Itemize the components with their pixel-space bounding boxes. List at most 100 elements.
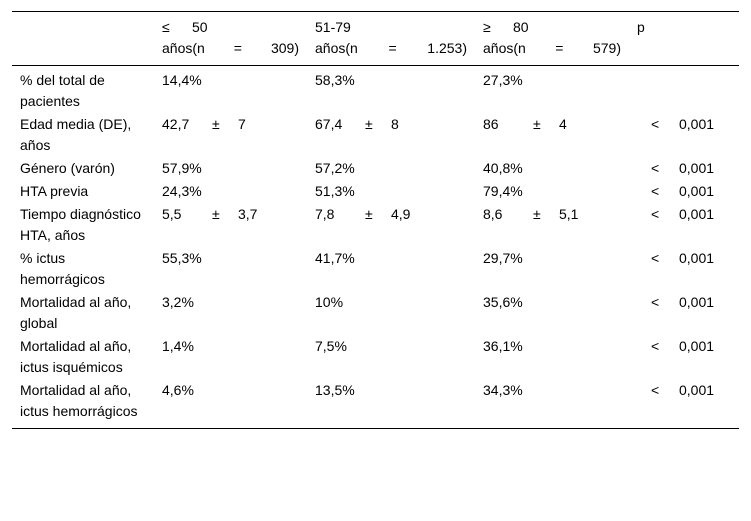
value-cell: 79,4%	[483, 183, 523, 199]
header-text: 579)	[592, 40, 621, 56]
header-text: 1.253)	[427, 40, 467, 56]
value-cell: 57,9%	[162, 160, 202, 176]
value-cell: 3,2%	[162, 294, 194, 310]
data-table: ≤ 50 años(n = 309) 51-79 años(n = 1.253)	[12, 11, 739, 429]
p-value-cell: <0,001	[629, 157, 739, 180]
less-than-sign: <	[651, 183, 660, 199]
row-label: % ictus hemorrágicos	[20, 250, 105, 287]
table-row: Mortalidad al año, global 3,2% 10% 35,6% <0,…	[12, 291, 739, 335]
p-value-text: 0,001	[679, 116, 715, 132]
p-value-cell: <0,001	[629, 180, 739, 203]
header-text: años(n	[162, 40, 205, 56]
less-than-sign: <	[651, 250, 660, 266]
value-cell: 35,6%	[483, 294, 523, 310]
header-cell-age-le-50: ≤ 50 años(n = 309)	[154, 12, 307, 66]
value-cell: 41,7%	[315, 250, 355, 266]
table-row: Mortalidad al año, ictus isquémicos 1,4% 7…	[12, 335, 739, 379]
header-text: 50	[192, 19, 208, 35]
plus-minus-sign: ±	[533, 116, 541, 132]
value-cell: 4,6%	[162, 382, 194, 398]
p-value-cell	[629, 66, 739, 114]
plus-minus-sign: ±	[365, 116, 373, 132]
header-text: =	[233, 40, 242, 56]
value-cell: 27,3%	[483, 72, 523, 88]
table-row: Tiempo diagnóstico HTA, años 5,5 ±3,7 7,8 ±4…	[12, 203, 739, 247]
value-text: 8,6	[483, 206, 503, 222]
p-value-text: 0,001	[679, 338, 715, 354]
header-text: años(n	[315, 40, 358, 56]
value-text: 4,9	[391, 206, 411, 222]
value-text: 67,4	[315, 116, 343, 132]
p-value-text: 0,001	[679, 160, 715, 176]
value-cell: 10%	[315, 294, 344, 310]
value-cell: 24,3%	[162, 183, 202, 199]
table-row: % ictus hemorrágicos 55,3% 41,7% 29,7% <0,00…	[12, 247, 739, 291]
value-text: 5,1	[559, 206, 579, 222]
value-cell: 36,1%	[483, 338, 523, 354]
row-label: Mortalidad al año, global	[20, 294, 132, 331]
table-row: HTA previa 24,3% 51,3% 79,4% <0,001	[12, 180, 739, 203]
less-than-sign: <	[651, 338, 660, 354]
plus-minus-sign: ±	[212, 206, 220, 222]
header-cell-label	[12, 12, 154, 66]
value-text: 7	[238, 116, 246, 132]
p-value-cell: <0,001	[629, 247, 739, 291]
p-value-text: 0,001	[679, 294, 715, 310]
header-text: 309)	[270, 40, 299, 56]
table-row: % del total de pacientes 14,4% 58,3% 27,3%	[12, 66, 739, 114]
header-cell-age-ge-80: ≥ 80 años(n = 579)	[475, 12, 629, 66]
less-than-sign: <	[651, 160, 660, 176]
value-cell: 55,3%	[162, 250, 202, 266]
value-cell: 51,3%	[315, 183, 355, 199]
value-cell: 40,8%	[483, 160, 523, 176]
value-cell: 58,3%	[315, 72, 355, 88]
less-than-sign: <	[651, 294, 660, 310]
value-cell: 7,8 ±4,9	[307, 203, 475, 247]
row-label: Género (varón)	[20, 160, 115, 176]
value-cell: 7,5%	[315, 338, 347, 354]
row-label: % del total de pacientes	[20, 72, 105, 109]
p-value-text: 0,001	[679, 183, 715, 199]
p-value-text: 0,001	[679, 382, 715, 398]
header-text: =	[388, 40, 397, 56]
less-than-sign: <	[651, 116, 660, 132]
value-cell: 1,4%	[162, 338, 194, 354]
value-text: 7,8	[315, 206, 335, 222]
header-text: 51-79	[315, 19, 351, 35]
p-value-cell: <0,001	[629, 203, 739, 247]
p-value-text: 0,001	[679, 250, 715, 266]
value-text: 8	[391, 116, 399, 132]
p-value-cell: <0,001	[629, 113, 739, 157]
plus-minus-sign: ±	[212, 116, 220, 132]
value-cell: 5,5 ±3,7	[154, 203, 307, 247]
value-text: 5,5	[162, 206, 182, 222]
value-cell: 42,7 ±7	[154, 113, 307, 157]
p-value-text: 0,001	[679, 206, 715, 222]
less-than-sign: <	[651, 382, 660, 398]
row-label: HTA previa	[20, 183, 89, 199]
row-label: Mortalidad al año, ictus isquémicos	[20, 338, 132, 375]
value-text: 42,7	[162, 116, 190, 132]
value-cell: 86 ±4	[475, 113, 629, 157]
header-row: ≤ 50 años(n = 309) 51-79 años(n = 1.253)	[12, 11, 739, 66]
row-label: Tiempo diagnóstico HTA, años	[20, 206, 141, 243]
plus-minus-sign: ±	[533, 206, 541, 222]
header-text: ≥	[483, 19, 491, 35]
header-text: =	[555, 40, 564, 56]
header-text: años(n	[483, 40, 526, 56]
value-cell: 14,4%	[162, 72, 202, 88]
value-cell: 67,4 ±8	[307, 113, 475, 157]
value-cell: 13,5%	[315, 382, 355, 398]
value-cell: 29,7%	[483, 250, 523, 266]
p-value-cell: <0,001	[629, 379, 739, 429]
value-text: 3,7	[238, 206, 258, 222]
value-cell: 8,6 ±5,1	[475, 203, 629, 247]
p-value-cell: <0,001	[629, 291, 739, 335]
plus-minus-sign: ±	[365, 206, 373, 222]
header-cell-age-51-79: 51-79 años(n = 1.253)	[307, 12, 475, 66]
value-text: 86	[483, 116, 499, 132]
header-text: 80	[513, 19, 529, 35]
table-row: Edad media (DE), años 42,7 ±7 67,4 ±8 86 ±4 <0,…	[12, 113, 739, 157]
table-row: Mortalidad al año, ictus hemorrágicos 4,6…	[12, 379, 739, 429]
header-text: ≤	[162, 19, 170, 35]
